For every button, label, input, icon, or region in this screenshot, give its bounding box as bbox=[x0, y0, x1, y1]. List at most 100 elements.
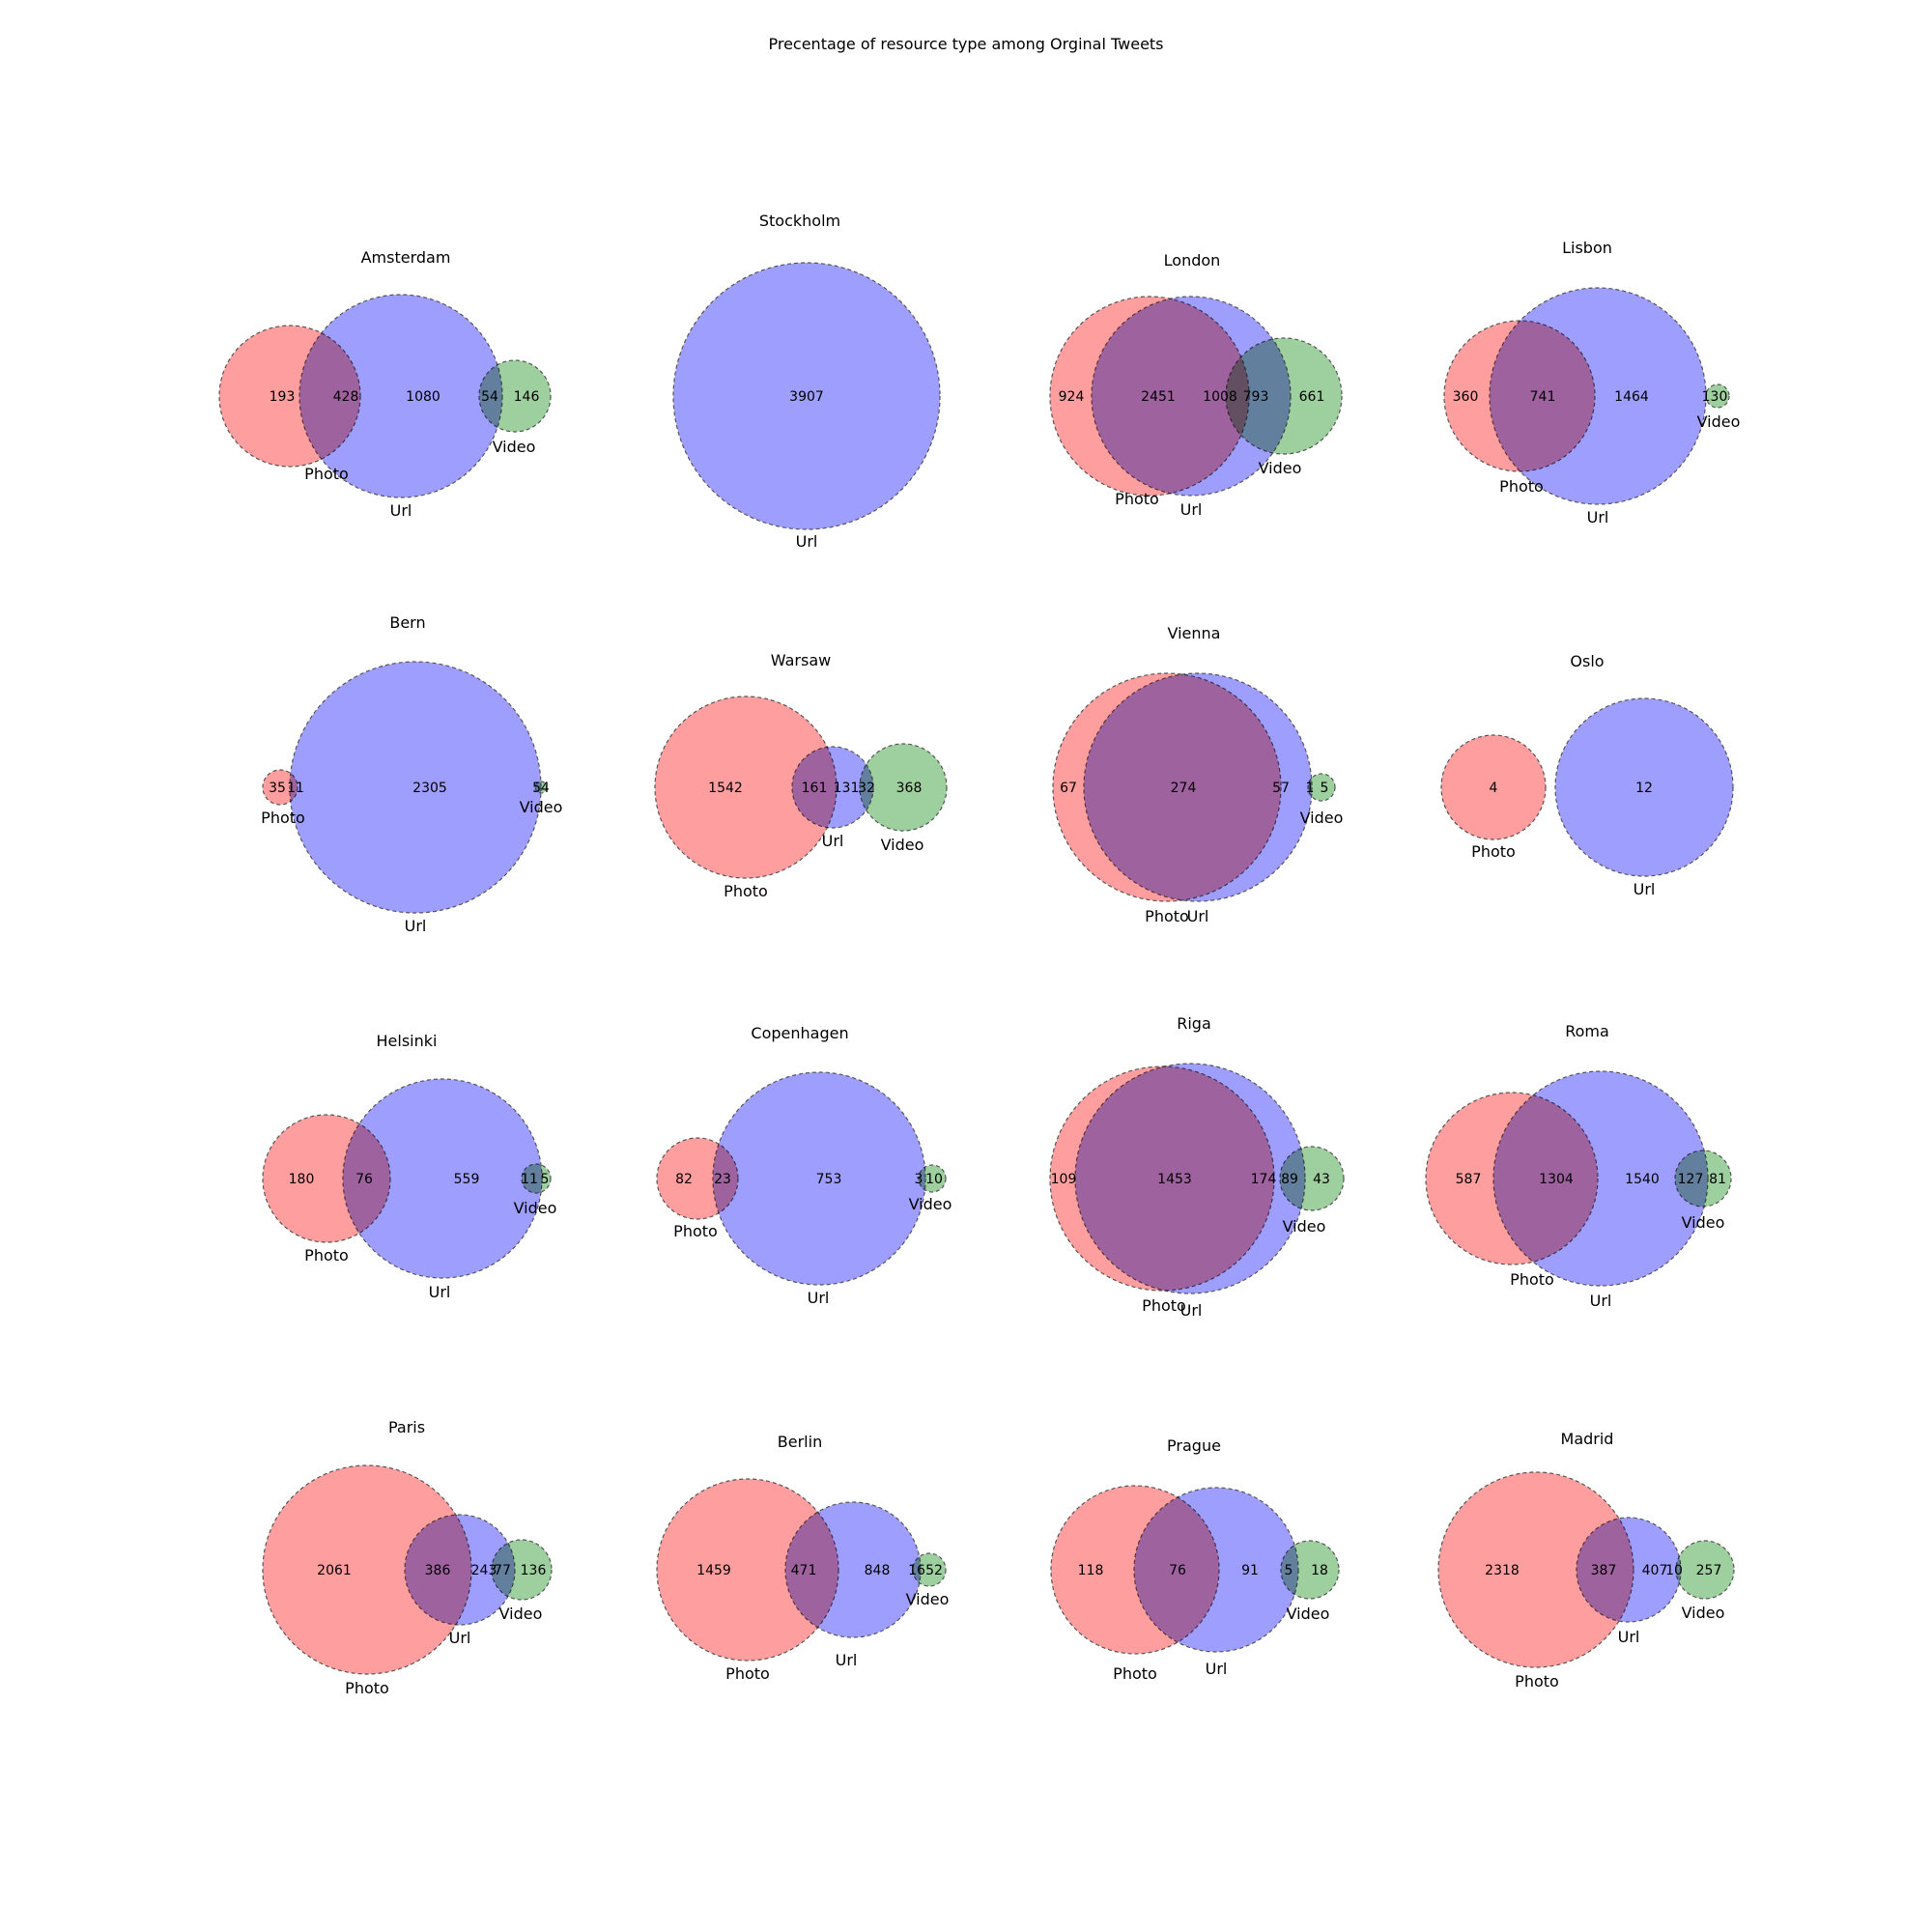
riga-region-url-video-count: 89 bbox=[1281, 1172, 1298, 1187]
london-video-set-label: Video bbox=[1259, 459, 1302, 477]
vienna-region-video-count: 5 bbox=[1321, 781, 1329, 796]
venn-panel-oslo: Oslo 4 12 Photo Url bbox=[1440, 652, 1734, 898]
roma-region-photo-url-count: 1304 bbox=[1539, 1172, 1574, 1187]
copenhagen-video-set-label: Video bbox=[909, 1195, 952, 1213]
riga-url-set-label: Url bbox=[1180, 1301, 1203, 1320]
bern-region-url-count: 2305 bbox=[412, 781, 447, 796]
vienna-region-photo-count: 67 bbox=[1060, 781, 1077, 796]
roma-photo-set-label: Photo bbox=[1510, 1270, 1554, 1289]
madrid-region-video-count: 257 bbox=[1696, 1563, 1722, 1578]
venn-panel-berlin: Berlin 1459 848 52 471 16 Photo Url Video bbox=[656, 1433, 950, 1683]
paris-region-photo-count: 2061 bbox=[317, 1563, 352, 1578]
riga-video-set-label: Video bbox=[1283, 1217, 1326, 1236]
lisbon-region-photo-url-count: 741 bbox=[1530, 389, 1556, 405]
paris-region-url-video-count: 77 bbox=[494, 1563, 511, 1578]
berlin-photo-set-label: Photo bbox=[725, 1664, 770, 1683]
bern-panel-title: Bern bbox=[389, 613, 425, 632]
bern-region-photo-url-count: 11 bbox=[287, 781, 304, 796]
berlin-region-video-count: 52 bbox=[925, 1563, 943, 1578]
venn-panel-bern: Bern 35 2305 11 54 Photo Url Video bbox=[261, 613, 562, 935]
copenhagen-region-photo-url-count: 23 bbox=[714, 1172, 731, 1187]
venn-panel-paris: Paris 2061 243 136 386 77 Photo Url Video bbox=[262, 1418, 553, 1697]
madrid-region-photo-count: 2318 bbox=[1485, 1563, 1520, 1578]
lisbon-panel-title: Lisbon bbox=[1562, 239, 1612, 257]
prague-region-photo-count: 118 bbox=[1078, 1563, 1104, 1578]
roma-panel-title: Roma bbox=[1565, 1022, 1609, 1040]
roma-region-url-video-count: 127 bbox=[1678, 1172, 1704, 1187]
oslo-region-url-count: 12 bbox=[1635, 781, 1653, 796]
helsinki-video-circle bbox=[521, 1163, 552, 1194]
roma-region-video-count: 81 bbox=[1709, 1172, 1726, 1187]
helsinki-video-set-label: Video bbox=[514, 1199, 557, 1217]
london-region-video-count: 661 bbox=[1299, 389, 1325, 405]
prague-url-circle bbox=[1133, 1487, 1299, 1653]
venn-panel-roma: Roma 587 1540 81 1304 127 Photo Url Video bbox=[1425, 1022, 1732, 1310]
roma-region-url-count: 1540 bbox=[1625, 1172, 1660, 1187]
oslo-photo-set-label: Photo bbox=[1471, 842, 1516, 861]
figure-title: Precentage of resource type among Orgina… bbox=[768, 35, 1164, 53]
lisbon-region-photo-count: 360 bbox=[1453, 389, 1479, 405]
helsinki-region-url-video-count: 11 bbox=[521, 1172, 538, 1187]
copenhagen-photo-set-label: Photo bbox=[673, 1222, 718, 1240]
lisbon-url-circle bbox=[1489, 287, 1707, 505]
bern-video-set-label: Video bbox=[520, 798, 563, 816]
madrid-panel-title: Madrid bbox=[1561, 1430, 1614, 1448]
helsinki-url-set-label: Url bbox=[429, 1283, 451, 1301]
paris-photo-set-label: Photo bbox=[345, 1679, 389, 1697]
vienna-url-set-label: Url bbox=[1187, 907, 1209, 925]
warsaw-region-photo-count: 1542 bbox=[708, 781, 743, 796]
vienna-video-circle bbox=[1307, 773, 1336, 802]
warsaw-region-video-count: 368 bbox=[896, 781, 923, 796]
bern-url-set-label: Url bbox=[405, 917, 427, 935]
madrid-photo-set-label: Photo bbox=[1515, 1672, 1559, 1690]
stockholm-region-url-count: 3907 bbox=[789, 389, 824, 405]
vienna-region-url-video-count: 1 bbox=[1306, 781, 1315, 796]
prague-panel-title: Prague bbox=[1167, 1436, 1221, 1455]
oslo-photo-circle bbox=[1440, 734, 1547, 840]
copenhagen-region-photo-count: 82 bbox=[675, 1172, 693, 1187]
helsinki-region-video-count: 5 bbox=[541, 1172, 550, 1187]
prague-region-url-video-count: 5 bbox=[1285, 1563, 1293, 1578]
warsaw-video-circle bbox=[859, 743, 948, 832]
bern-video-circle bbox=[534, 781, 548, 794]
berlin-video-set-label: Video bbox=[906, 1590, 950, 1608]
copenhagen-region-url-video-count: 3 bbox=[915, 1172, 923, 1187]
london-region-photo-count: 924 bbox=[1059, 389, 1085, 405]
madrid-video-set-label: Video bbox=[1682, 1604, 1725, 1622]
berlin-panel-title: Berlin bbox=[778, 1433, 822, 1451]
lisbon-region-url-count: 1464 bbox=[1614, 389, 1649, 405]
riga-photo-set-label: Photo bbox=[1142, 1296, 1186, 1315]
copenhagen-url-set-label: Url bbox=[808, 1289, 830, 1307]
berlin-region-photo-url-count: 471 bbox=[791, 1563, 817, 1578]
prague-url-set-label: Url bbox=[1206, 1660, 1228, 1678]
riga-region-photo-url-count: 1453 bbox=[1157, 1172, 1192, 1187]
amsterdam-region-video-count: 146 bbox=[514, 389, 540, 405]
vienna-panel-title: Vienna bbox=[1168, 624, 1221, 642]
venn-panel-prague: Prague 118 91 18 76 5 Photo Url Video bbox=[1050, 1436, 1340, 1683]
london-region-photo-url-count: 2451 bbox=[1141, 389, 1176, 405]
london-region-url-count: 1008 bbox=[1203, 389, 1237, 405]
vienna-region-url-count: 57 bbox=[1272, 781, 1290, 796]
paris-region-video-count: 136 bbox=[521, 1563, 547, 1578]
berlin-video-circle bbox=[912, 1552, 947, 1587]
berlin-region-url-video-count: 16 bbox=[908, 1563, 925, 1578]
prague-video-circle bbox=[1280, 1540, 1340, 1600]
oslo-url-circle bbox=[1554, 697, 1734, 877]
madrid-url-set-label: Url bbox=[1618, 1628, 1640, 1646]
riga-region-photo-count: 109 bbox=[1051, 1172, 1077, 1187]
copenhagen-video-circle bbox=[918, 1164, 947, 1193]
london-video-circle bbox=[1225, 337, 1343, 455]
madrid-region-photo-url-count: 387 bbox=[1591, 1563, 1617, 1578]
venn-panel-amsterdam: Amsterdam 193 1080 146 428 54 Photo Url Video bbox=[218, 248, 552, 520]
helsinki-region-photo-url-count: 76 bbox=[355, 1172, 373, 1187]
london-url-set-label: Url bbox=[1180, 500, 1203, 519]
riga-panel-title: Riga bbox=[1177, 1014, 1211, 1033]
riga-video-circle bbox=[1279, 1146, 1345, 1211]
amsterdam-panel-title: Amsterdam bbox=[361, 248, 451, 267]
prague-video-set-label: Video bbox=[1287, 1605, 1330, 1623]
london-region-url-video-count: 793 bbox=[1243, 389, 1269, 405]
